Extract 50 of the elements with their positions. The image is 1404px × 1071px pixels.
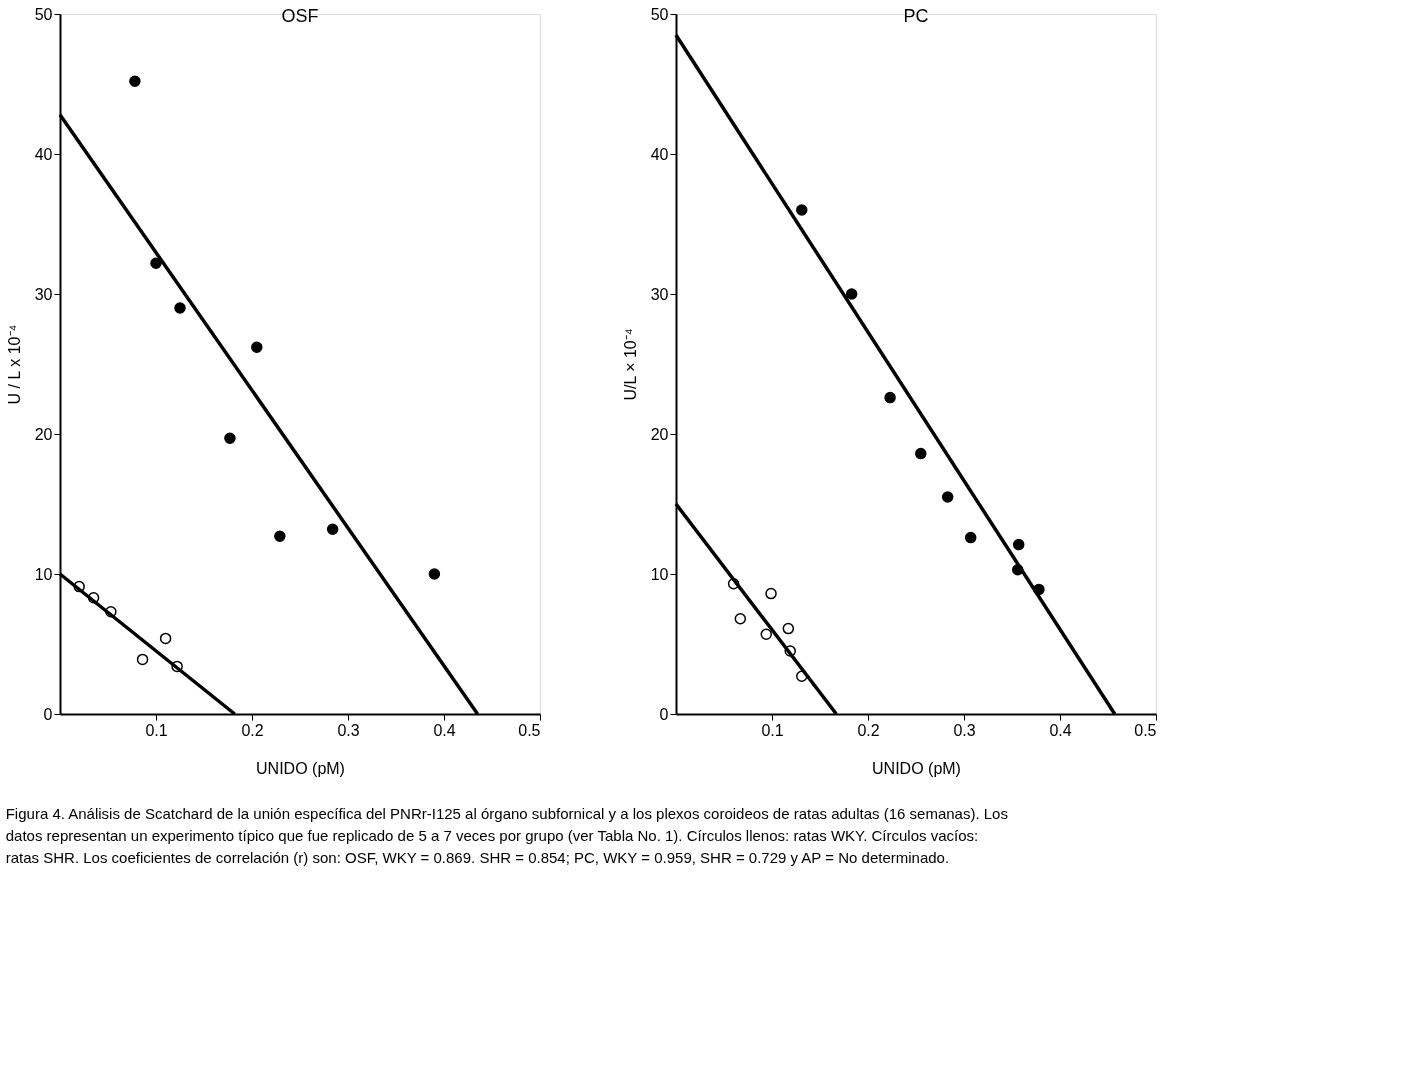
- y-axis-title: U / L x 10⁻⁴: [5, 324, 23, 405]
- point: [274, 530, 286, 542]
- y-axis-title: U/L × 10⁻⁴: [621, 328, 639, 401]
- x-axis-title: UNIDO (pM): [872, 759, 961, 777]
- x-tick-label: 0.2: [241, 721, 264, 739]
- point: [765, 587, 777, 600]
- x-axis-title: UNIDO (pM): [256, 759, 345, 777]
- y-tick-label: 10: [650, 565, 669, 583]
- x-tick-label: 0.2: [857, 721, 880, 739]
- point: [428, 568, 441, 580]
- y-tick-label: 40: [650, 145, 669, 163]
- point: [796, 204, 808, 216]
- point: [964, 531, 977, 544]
- y-tick-label: 20: [34, 425, 53, 443]
- y-tick-label: 0: [659, 705, 669, 723]
- point: [941, 491, 954, 503]
- point: [782, 622, 795, 635]
- y-tick-label: 0: [43, 705, 53, 723]
- point: [734, 613, 747, 625]
- point: [136, 653, 149, 666]
- point: [224, 432, 236, 444]
- y-tick-label: 40: [34, 145, 53, 163]
- y-tick-label: 20: [650, 425, 669, 443]
- x-tick-label: 0.1: [761, 721, 784, 739]
- point: [159, 632, 172, 645]
- x-tick-label: 0.3: [953, 721, 976, 739]
- point: [326, 523, 339, 535]
- chart-title: OSF: [281, 6, 319, 26]
- x-tick-label: 0.4: [1049, 721, 1072, 739]
- x-tick-label: 0.5: [1134, 721, 1157, 739]
- point: [915, 447, 927, 460]
- y-tick-label: 30: [650, 285, 669, 303]
- y-tick-label: 10: [34, 565, 53, 583]
- y-tick-label: 30: [34, 285, 53, 303]
- y-tick-label: 50: [650, 5, 669, 23]
- point: [174, 302, 186, 314]
- point: [1012, 538, 1025, 551]
- x-tick-label: 0.3: [337, 721, 360, 739]
- point: [884, 391, 896, 404]
- point: [760, 628, 772, 640]
- point: [129, 75, 141, 87]
- point: [150, 257, 162, 269]
- text: Figura 4. Análisis de Scatchard de la unión específica del PNRr-I125 al órgano subfornical y a los plexos coroideos de ratas adultas (16 semanas). Los datos representan un experimento típico que fue replicado de 5 a 7 veces por grupo (ver Tabla No. 1). Círculos llenos: ratas WKY. Círculos vacíos: ratas SHR. Los coeficientes de correlación (r) son: OSF, WKY = 0.869. SHR = 0.854; PC, WKY = 0.959, SHR = 0.729 y AP = No determinado.: [5, 804, 1008, 866]
- x-tick-label: 0.4: [433, 721, 456, 739]
- point: [251, 341, 263, 353]
- y-tick-label: 50: [34, 5, 53, 23]
- x-tick-label: 0.5: [518, 721, 541, 739]
- point: [845, 288, 858, 300]
- x-tick-label: 0.1: [145, 721, 168, 739]
- chart-title: PC: [903, 6, 929, 26]
